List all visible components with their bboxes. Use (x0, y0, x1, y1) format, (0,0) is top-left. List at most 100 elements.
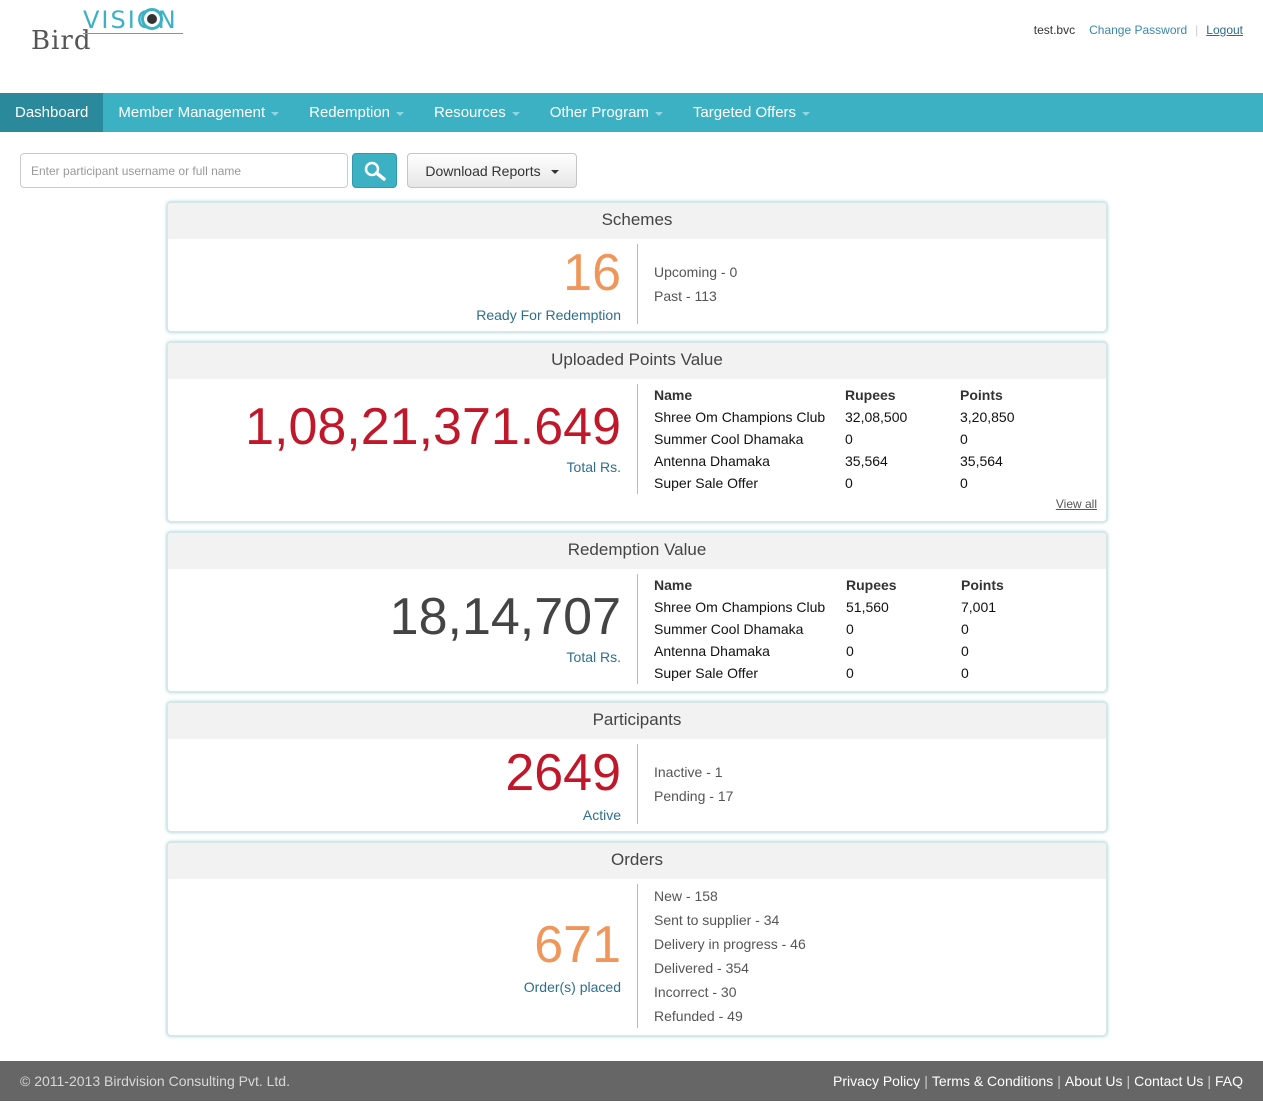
divider (637, 244, 638, 324)
nav-label: Redemption (309, 104, 391, 121)
table-row: Summer Cool Dhamaka 0 0 (654, 428, 1060, 450)
uploaded-table: Name Rupees Points Shree Om Champions Cl… (654, 384, 1060, 494)
chevron-down-icon (396, 111, 405, 116)
nav-targeted-offers[interactable]: Targeted Offers (678, 93, 825, 132)
stat-new: New - 158 (654, 888, 718, 904)
cell-rupees: 0 (846, 643, 854, 659)
stat-delivered: Delivered - 354 (654, 960, 749, 976)
footer-link-privacy[interactable]: Privacy Policy (833, 1073, 921, 1089)
footer-link-about[interactable]: About Us (1064, 1073, 1123, 1089)
logo-text-vision: VISION (83, 6, 178, 34)
table-row: Antenna Dhamaka 35,564 35,564 (654, 450, 1060, 472)
link-separator: | (1057, 1073, 1061, 1089)
divider (637, 884, 638, 1028)
download-reports-label: Download Reports (425, 162, 541, 179)
column-header: Points (960, 387, 1003, 403)
download-reports-button[interactable]: Download Reports (407, 153, 577, 188)
chevron-down-icon (271, 111, 280, 116)
view-all-link[interactable]: View all (1055, 497, 1097, 511)
link-separator: | (1126, 1073, 1131, 1089)
chevron-down-icon (550, 169, 559, 174)
footer-link-faq[interactable]: FAQ (1214, 1073, 1243, 1089)
schemes-panel: Schemes 16 Ready For Redemption Upcoming… (166, 201, 1108, 333)
cell-points: 0 (960, 431, 968, 447)
chevron-down-icon (802, 111, 811, 116)
cell-points: 35,564 (960, 453, 1003, 469)
stat-delivery-in-progress: Delivery in progress - 46 (654, 936, 806, 952)
cell-rupees: 0 (846, 621, 854, 637)
schemes-count-label: Ready For Redemption (476, 307, 621, 323)
panel-title: Participants (168, 703, 1106, 739)
participants-count: 2649 (505, 744, 621, 802)
stat-past: Past - 113 (654, 288, 717, 304)
footer-link-contact[interactable]: Contact Us (1134, 1073, 1204, 1089)
table-row: Super Sale Offer 0 0 (654, 662, 1061, 684)
redemption-total-label: Total Rs. (566, 649, 621, 665)
cell-name: Shree Om Champions Club (654, 409, 826, 425)
stat-sent-to-supplier: Sent to supplier - 34 (654, 912, 780, 928)
brand-logo[interactable]: Bird VISION (31, 6, 191, 56)
cell-points: 0 (961, 643, 969, 659)
logo-text-bird: Bird (31, 26, 92, 56)
cell-points: 3,20,850 (960, 409, 1015, 425)
search-icon (364, 161, 386, 181)
participant-search-input[interactable] (20, 153, 348, 188)
orders-stats: New - 158 Sent to supplier - 34 Delivery… (654, 884, 806, 1028)
column-header: Points (961, 577, 1004, 593)
nav-label: Targeted Offers (692, 104, 797, 121)
cell-rupees: 0 (845, 431, 853, 447)
nav-resources[interactable]: Resources (419, 93, 535, 132)
link-separator: | (924, 1073, 928, 1089)
schemes-count: 16 (563, 244, 621, 302)
nav-other-program[interactable]: Other Program (535, 93, 678, 132)
table-row: Super Sale Offer 0 0 (654, 472, 1060, 494)
table-header-row: Name Rupees Points (654, 574, 1061, 596)
cell-rupees: 35,564 (845, 453, 888, 469)
footer-links: Privacy Policy | Terms & Conditions | About … (833, 1073, 1243, 1089)
participants-panel: Participants 2649 Active Inactive - 1 Pe… (166, 701, 1108, 833)
user-links: test.bvc Change Password | Logout (1034, 23, 1243, 37)
uploaded-total-label: Total Rs. (566, 459, 621, 475)
stat-incorrect: Incorrect - 30 (654, 984, 737, 1000)
column-header: Rupees (845, 387, 896, 403)
nav-dashboard[interactable]: Dashboard (0, 93, 104, 132)
cell-rupees: 0 (845, 475, 853, 491)
nav-member-management[interactable]: Member Management (103, 93, 294, 132)
divider (637, 744, 638, 824)
panel-title: Uploaded Points Value (168, 343, 1106, 379)
table-row: Shree Om Champions Club 51,560 7,001 (654, 596, 1061, 618)
change-password-link[interactable]: Change Password (1089, 23, 1188, 37)
footer-link-terms[interactable]: Terms & Conditions (931, 1073, 1054, 1089)
copyright: © 2011-2013 Birdvision Consulting Pvt. L… (20, 1073, 290, 1089)
cell-rupees: 51,560 (846, 599, 889, 615)
panel-title: Redemption Value (168, 533, 1106, 569)
redemption-value-panel: Redemption Value 18,14,707 Total Rs. Nam… (166, 531, 1108, 693)
logout-link[interactable]: Logout (1206, 23, 1243, 37)
divider (637, 574, 638, 684)
cell-name: Antenna Dhamaka (654, 643, 770, 659)
cell-points: 7,001 (961, 599, 997, 615)
nav-label: Member Management (118, 104, 266, 121)
panel-title: Orders (168, 843, 1106, 879)
redemption-total: 18,14,707 (389, 588, 621, 646)
cell-name: Shree Om Champions Club (654, 599, 826, 615)
logo-underline (83, 33, 183, 34)
cell-points: 0 (960, 475, 968, 491)
stat-inactive: Inactive - 1 (654, 764, 723, 780)
cell-name: Super Sale Offer (654, 665, 759, 681)
cell-name: Super Sale Offer (654, 475, 759, 491)
stat-pending: Pending - 17 (654, 788, 734, 804)
search-button[interactable] (352, 153, 397, 188)
panel-title: Schemes (168, 203, 1106, 239)
cell-name: Antenna Dhamaka (654, 453, 770, 469)
participants-count-label: Active (582, 807, 621, 823)
nav-redemption[interactable]: Redemption (294, 93, 419, 132)
footer: © 2011-2013 Birdvision Consulting Pvt. L… (0, 1061, 1263, 1101)
participants-stats: Inactive - 1 Pending - 17 (654, 760, 733, 808)
nav-label: Other Program (549, 104, 649, 121)
column-header: Name (654, 577, 693, 593)
cell-points: 0 (961, 621, 969, 637)
username: test.bvc (1033, 23, 1076, 37)
orders-count: 671 (534, 916, 621, 974)
schemes-stats: Upcoming - 0 Past - 113 (654, 260, 737, 308)
